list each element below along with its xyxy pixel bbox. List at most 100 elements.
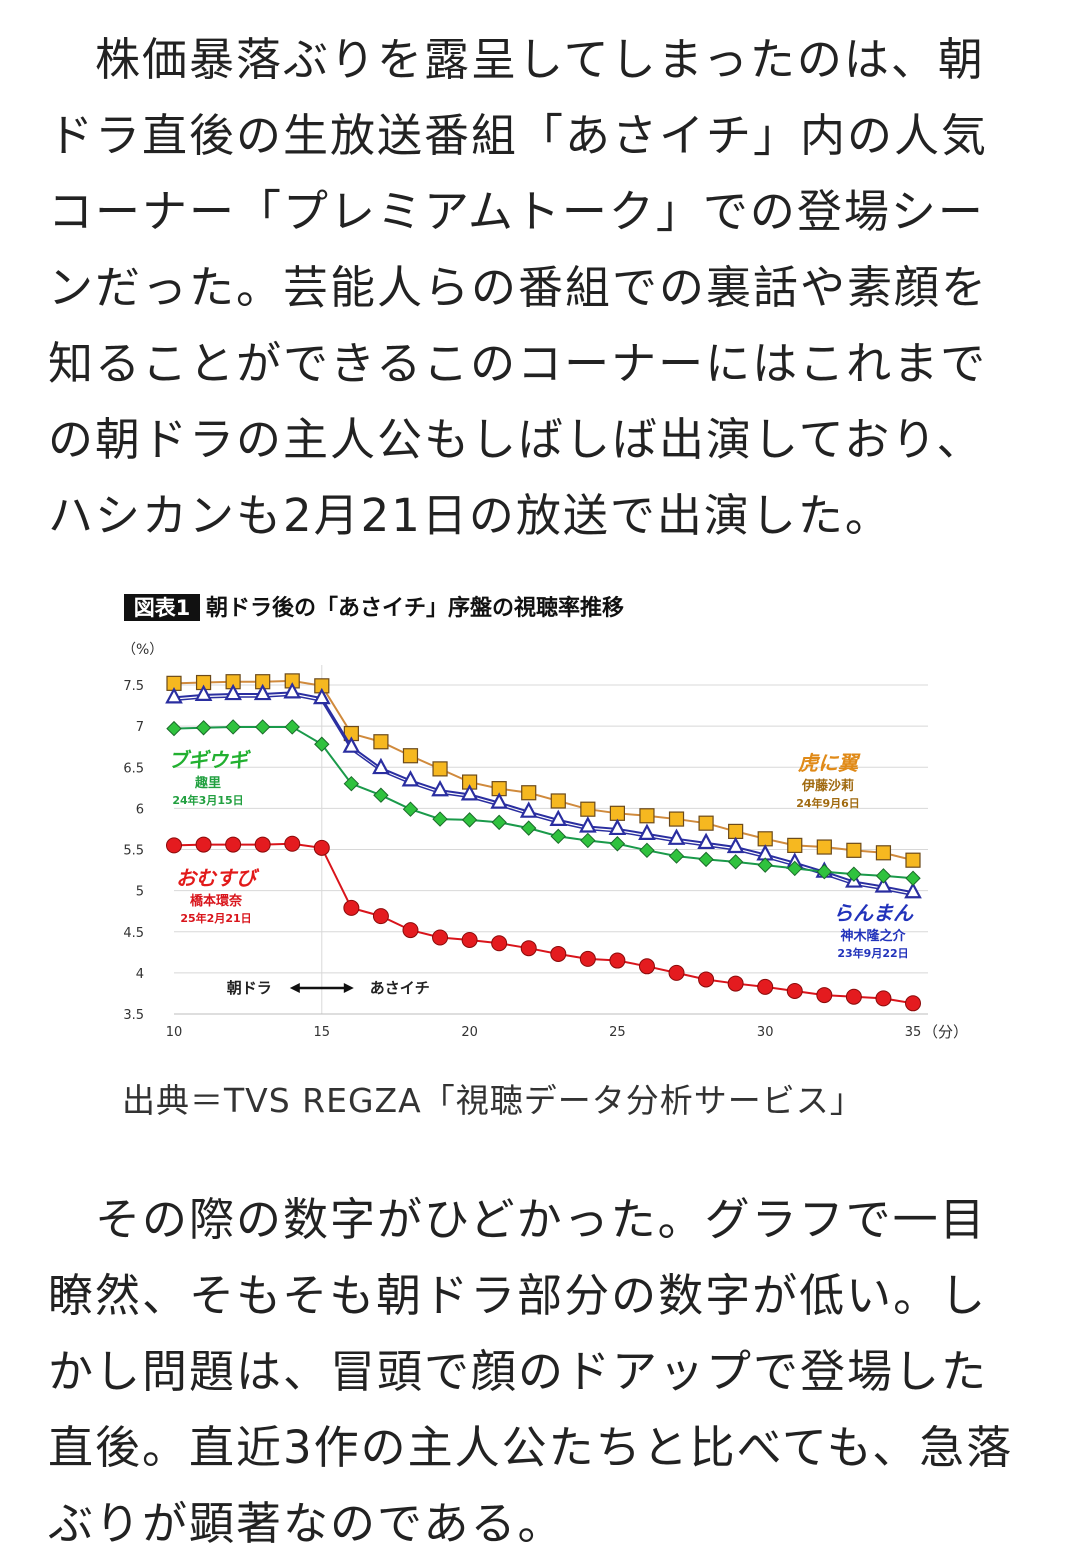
data-point: [402, 922, 419, 939]
y-tick-label: 3.5: [123, 1008, 144, 1023]
data-point: [432, 761, 448, 777]
data-point: [284, 835, 301, 852]
series-diamond: [166, 719, 921, 886]
data-point: [816, 839, 832, 855]
data-point: [609, 805, 625, 821]
data-point: [639, 842, 655, 859]
data-point: [668, 811, 685, 827]
figure-caption: 出典＝TVS REGZA「視聴データ分析サービス」: [122, 1081, 864, 1120]
series-actor-label: 橋本環奈: [190, 893, 243, 909]
data-point: [342, 736, 361, 753]
data-point: [373, 787, 389, 803]
data-point: [905, 870, 921, 886]
data-point: [313, 839, 330, 856]
data-point: [254, 719, 271, 735]
data-point: [579, 950, 596, 967]
data-point: [726, 836, 745, 854]
data-point: [639, 808, 655, 824]
series-name-label: ブギウギ: [168, 748, 251, 772]
data-point: [697, 832, 715, 850]
x-tick-label: 30: [757, 1025, 774, 1040]
annotation-left: 朝ドラ: [227, 979, 272, 997]
annotation-right: あさイチ: [370, 979, 430, 997]
data-point: [787, 837, 803, 853]
y-tick-label: 6.5: [123, 761, 144, 776]
data-point: [875, 868, 892, 884]
data-point: [461, 931, 478, 948]
data-point: [550, 945, 567, 962]
data-point: [432, 811, 448, 827]
data-point: [519, 801, 538, 818]
data-point: [728, 823, 744, 840]
data-point: [638, 958, 655, 975]
data-point: [521, 785, 537, 801]
data-point: [312, 687, 331, 705]
x-axis-ticks: 10 15 20 25 30 35: [166, 1025, 922, 1040]
chart-figure: 図表1 朝ドラ後の「あさイチ」序盤の視聴率推移 （%） 3.5 4 4.5 5 5.5 6…: [118, 582, 968, 1052]
data-point: [608, 818, 627, 836]
data-point: [638, 823, 656, 840]
series-actor-label: 神木隆之介: [840, 928, 906, 944]
data-point: [698, 815, 714, 831]
x-tick-label: 25: [609, 1025, 626, 1040]
data-point: [194, 684, 213, 701]
text-line: ぶりが顕著なのである。: [48, 1497, 565, 1550]
figure-badge-bg: [124, 594, 200, 621]
text-line: ドラ直後の生放送番組「あさイチ」内の人気: [48, 109, 989, 162]
text-line: かし問題は、冒頭で顔のドアップで登場した: [48, 1345, 989, 1398]
x-axis-unit: （分）: [923, 1023, 968, 1041]
data-point: [491, 935, 508, 952]
data-point: [786, 982, 803, 999]
data-point: [225, 719, 241, 735]
data-point: [520, 940, 537, 957]
figure-badge: 図表1: [134, 596, 191, 620]
data-point: [905, 995, 921, 1012]
data-point: [224, 683, 242, 701]
data-point: [402, 801, 419, 817]
data-point: [166, 837, 182, 854]
data-point: [372, 908, 389, 925]
data-point: [343, 775, 360, 792]
data-point: [550, 828, 566, 845]
data-point: [225, 836, 242, 853]
annotation-arrow-left-head: [289, 983, 300, 993]
series-actor-label: 伊藤沙莉: [801, 778, 854, 794]
data-point: [491, 814, 507, 831]
data-point: [284, 719, 300, 735]
data-point: [283, 682, 302, 699]
y-tick-label: 7.5: [123, 679, 144, 694]
series-name-label: らんまん: [833, 901, 914, 925]
data-point: [787, 860, 803, 877]
x-tick-label: 15: [314, 1025, 331, 1040]
data-point: [816, 864, 833, 880]
text-line: 直後。直近3作の主人公たちと比べても、急落: [48, 1421, 1014, 1474]
series-actor-label: 趣里: [194, 775, 221, 791]
text-line: ンだった。芸能人らの番組での裏話や素顔を: [48, 261, 989, 314]
data-point: [580, 832, 596, 849]
annotation-arrow-right-head: [343, 983, 354, 993]
data-point: [609, 952, 626, 969]
data-point: [550, 793, 566, 809]
data-point: [578, 816, 597, 833]
text-line: コーナー「プレミアムトーク」での登場シー: [48, 185, 985, 238]
data-point: [668, 848, 685, 864]
data-point: [580, 801, 596, 817]
y-tick-label: 5: [136, 885, 144, 900]
data-point: [195, 836, 212, 853]
data-point: [521, 820, 537, 836]
x-tick-label: 10: [166, 1025, 183, 1040]
viewing-rate-chart: 図表1 朝ドラ後の「あさイチ」序盤の視聴率推移 （%） 3.5 4 4.5 5 5.5 6…: [122, 594, 968, 1041]
data-point: [816, 987, 833, 1004]
series-date-label: 25年2月21日: [180, 911, 251, 925]
series-layer: [165, 673, 922, 1012]
series-name-label: おむすび: [176, 866, 260, 890]
data-point: [166, 720, 182, 737]
y-tick-label: 4: [136, 967, 144, 982]
data-point: [372, 757, 390, 775]
series-date-label: 24年9月6日: [796, 796, 860, 810]
data-point: [549, 809, 568, 826]
y-axis-ticks: 3.5 4 4.5 5 5.5 6 6.5 7 7.5: [123, 679, 144, 1023]
data-point: [668, 964, 685, 981]
data-point: [757, 831, 773, 847]
text-line: 瞭然、そもそも朝ドラ部分の数字が低い。し: [48, 1269, 988, 1322]
